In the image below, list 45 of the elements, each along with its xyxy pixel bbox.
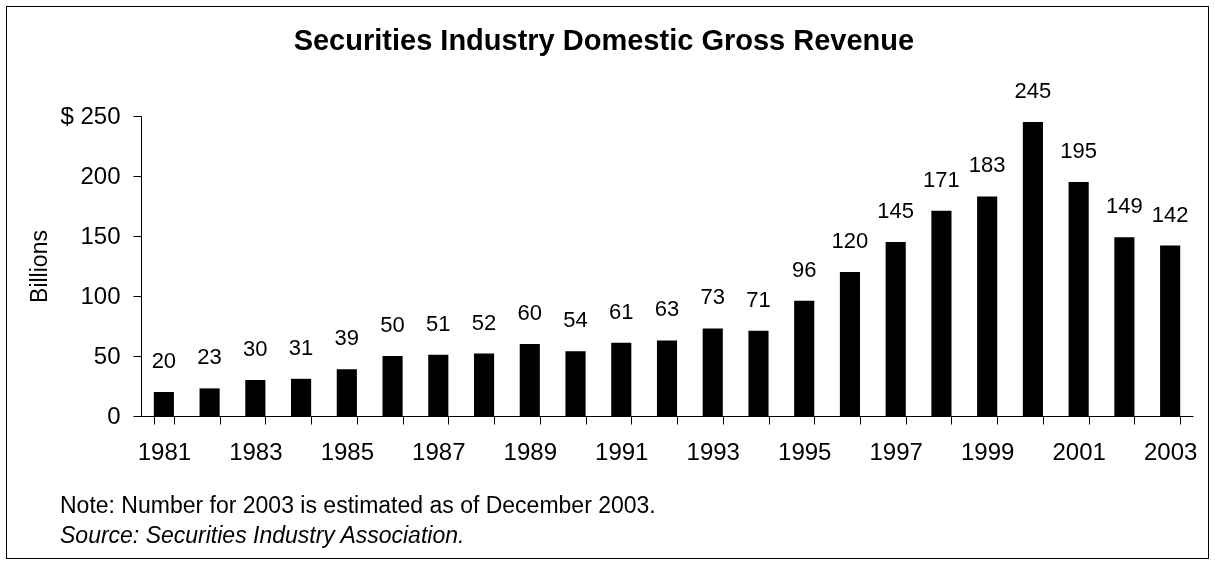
data-label: 149: [1106, 193, 1143, 219]
y-axis-title: Billions: [26, 230, 53, 303]
x-tick-label: 1993: [686, 437, 740, 465]
y-tick-label: 50: [93, 341, 121, 369]
text: Note: Number for 2003 is estimated as of December 2003.: [60, 492, 656, 518]
data-label: 31: [288, 334, 314, 360]
source-note: Source: Securities Industry Association.: [60, 522, 465, 548]
data-label: 39: [334, 325, 360, 351]
data-label: 20: [151, 348, 177, 373]
x-tick-label: 1989: [503, 437, 557, 465]
data-label: 52: [471, 309, 497, 335]
data-label: 145: [877, 198, 915, 223]
x-tick-label: 1997: [869, 437, 923, 465]
data-label: 51: [426, 310, 451, 336]
x-tick-label: 1981: [137, 437, 192, 465]
x-tick-label: 1995: [778, 437, 832, 465]
data-label: 60: [517, 300, 543, 325]
x-tick-label: 1991: [595, 437, 649, 465]
x-tick-label: 1983: [229, 437, 283, 465]
data-label: 50: [380, 312, 405, 337]
y-tick-label: 100: [80, 281, 121, 309]
data-label: 171: [923, 166, 960, 192]
data-label: 30: [243, 336, 268, 361]
data-label: 61: [609, 298, 634, 324]
y-tick-label: $ 250: [60, 101, 121, 129]
data-label: 96: [791, 256, 817, 282]
data-label: 183: [968, 152, 1006, 178]
data-label: 71: [746, 286, 771, 312]
y-tick-label: 200: [80, 161, 121, 189]
data-label: 73: [700, 284, 725, 310]
data-label: 195: [1060, 138, 1098, 163]
data-label: 120: [831, 228, 869, 253]
data-label: 23: [197, 344, 222, 370]
y-tick-label: 150: [80, 221, 121, 249]
chart-title: Securities Industry Domestic Gross Revenue: [293, 24, 915, 56]
x-tick-label: 1987: [412, 437, 466, 465]
data-label: 54: [563, 307, 588, 333]
data-label: 142: [1151, 201, 1189, 227]
x-tick-label: 2003: [1143, 437, 1198, 465]
x-tick-label: 1999: [960, 437, 1015, 465]
data-label: 245: [1014, 78, 1052, 103]
x-tick-label: 2001: [1052, 437, 1106, 465]
x-tick-label: 1985: [320, 437, 375, 465]
y-tick-label: 0: [107, 401, 121, 429]
data-label: 63: [654, 296, 680, 322]
